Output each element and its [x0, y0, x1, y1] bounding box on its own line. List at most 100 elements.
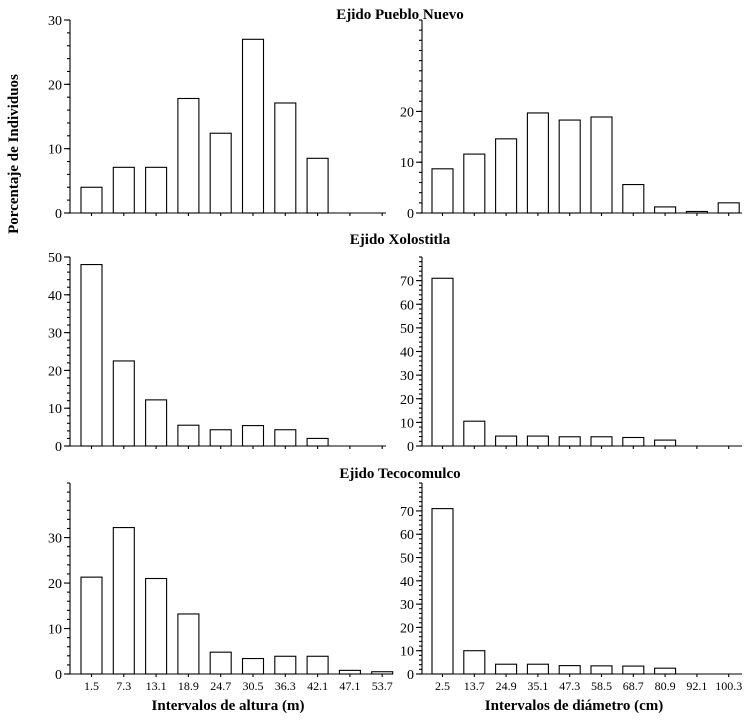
x-tick-label: 30.5: [243, 679, 264, 693]
bar-36-3: [274, 102, 297, 214]
bar-42-1: [306, 437, 329, 447]
bar-30-5: [241, 38, 265, 214]
bar-36-3: [274, 429, 297, 447]
bar-2-5: [431, 168, 454, 214]
x-tick-label: 58.5: [591, 679, 612, 693]
panel-title: Ejido Xolostitla: [350, 232, 451, 248]
bar-42-1: [306, 655, 329, 675]
y-tick-label: 40: [400, 346, 414, 361]
x-tick-label: 92.1: [686, 679, 707, 693]
panel-2-diametro: 0 10 20 30 40 50 60 70: [400, 256, 742, 455]
bar-47-1: [338, 669, 361, 675]
y-tick-label: 20: [400, 621, 414, 636]
bar-13-1: [145, 399, 168, 447]
x-tick-label: 35.1: [527, 679, 548, 693]
y-tick-label: 20: [400, 393, 414, 408]
bar-68-7: [622, 665, 645, 675]
bar-7-3: [112, 360, 135, 447]
bar-13-1: [145, 577, 168, 675]
x-tick-label: 100.3: [715, 679, 742, 693]
y-tick-label: 50: [400, 322, 414, 337]
y-tick-label: 10: [400, 156, 414, 171]
panel-1-diametro: 0 10 20: [400, 19, 742, 222]
bar-36-3: [274, 655, 297, 675]
bar-24-9: [495, 435, 518, 447]
bar-80-9: [654, 206, 677, 214]
x-tick-label: 24.9: [496, 679, 517, 693]
x-tick-label: 7.3: [116, 679, 131, 693]
bar-47-3: [558, 665, 581, 675]
y-tick-label: 30: [400, 369, 414, 384]
y-tick-label: 40: [48, 289, 62, 304]
x-tick-label: 18.9: [178, 679, 199, 693]
panel-2-altura: 0 10 20 30 40 50 Ejido Xolostitla: [48, 232, 451, 455]
y-axis-label: Porcentaje de Individuos: [6, 74, 22, 234]
bar-2-5: [431, 277, 454, 447]
x-tick-label: 13.1: [146, 679, 167, 693]
x-axis-label-diameter: Intervalos de diámetro (cm): [485, 698, 663, 714]
bar-2-5: [431, 508, 454, 675]
x-tick-label: 47.3: [559, 679, 580, 693]
y-tick-label: 30: [400, 598, 414, 613]
bar-13-7: [463, 650, 486, 675]
bar-7-3: [112, 527, 135, 675]
x-tick-label: 80.9: [655, 679, 676, 693]
bar-13-7: [463, 153, 486, 214]
y-tick-label: 30: [48, 532, 62, 547]
y-tick-label: 10: [48, 143, 62, 158]
y-tick-label: 10: [48, 623, 62, 638]
x-tick-label: 42.1: [307, 679, 328, 693]
bar-24-9: [495, 663, 518, 675]
y-tick-label: 30: [48, 327, 62, 342]
bar-18-9: [177, 424, 200, 447]
y-tick-label: 0: [55, 440, 62, 455]
bar-80-9: [654, 439, 677, 447]
bar-35-1: [526, 663, 549, 675]
y-tick-label: 0: [55, 668, 62, 683]
bar-30-5: [241, 657, 265, 675]
y-tick-label: 0: [407, 207, 414, 222]
bar-100-3: [717, 202, 740, 214]
y-tick-label: 60: [400, 528, 414, 543]
bar-35-1: [526, 112, 549, 214]
panel-title: Ejido Tecocomulco: [339, 466, 460, 482]
bar-7-3: [112, 166, 135, 214]
y-tick-label: 20: [48, 364, 62, 379]
bar-47-3: [558, 436, 581, 447]
x-tick-label: 36.3: [275, 679, 296, 693]
bar-13-1: [145, 166, 168, 214]
bar-24-7: [209, 651, 232, 675]
y-tick-label: 50: [400, 552, 414, 567]
x-tick-label: 53.7: [372, 679, 393, 693]
panel-3-diametro: 0 10 20 30 40 50 60 70: [400, 482, 742, 683]
bar-53-7: [371, 671, 394, 675]
bar-80-9: [654, 667, 677, 675]
x-tick-label: 2.5: [435, 679, 450, 693]
y-tick-label: 0: [407, 440, 414, 455]
bar-1-5: [80, 576, 103, 675]
x-tick-label: 24.7: [210, 679, 231, 693]
bar-18-9: [177, 613, 200, 675]
x-axis-label-height: Intervalos de altura (m): [152, 698, 305, 714]
x-tick-label: 47.1: [339, 679, 360, 693]
bar-47-3: [558, 119, 581, 214]
y-tick-label: 70: [400, 505, 414, 520]
y-tick-label: 50: [48, 251, 62, 266]
panels: 0 10 20 30 Ejido Pueblo Nuevo 0 10 20 0 10 20 30 40 5…: [48, 7, 742, 693]
bar-68-7: [622, 184, 645, 214]
bar-58-5: [590, 436, 613, 447]
y-tick-label: 40: [400, 575, 414, 590]
bar-18-9: [177, 97, 200, 214]
y-tick-label: 60: [400, 298, 414, 313]
bar-24-9: [495, 138, 518, 214]
bar-58-5: [590, 116, 613, 214]
bar-30-5: [241, 425, 265, 447]
y-tick-label: 20: [400, 105, 414, 120]
y-tick-label: 10: [400, 416, 414, 431]
y-tick-label: 30: [48, 14, 62, 29]
y-tick-label: 20: [48, 78, 62, 93]
bar-35-1: [526, 435, 549, 447]
y-tick-label: 0: [407, 668, 414, 683]
bar-1-5: [80, 264, 103, 447]
